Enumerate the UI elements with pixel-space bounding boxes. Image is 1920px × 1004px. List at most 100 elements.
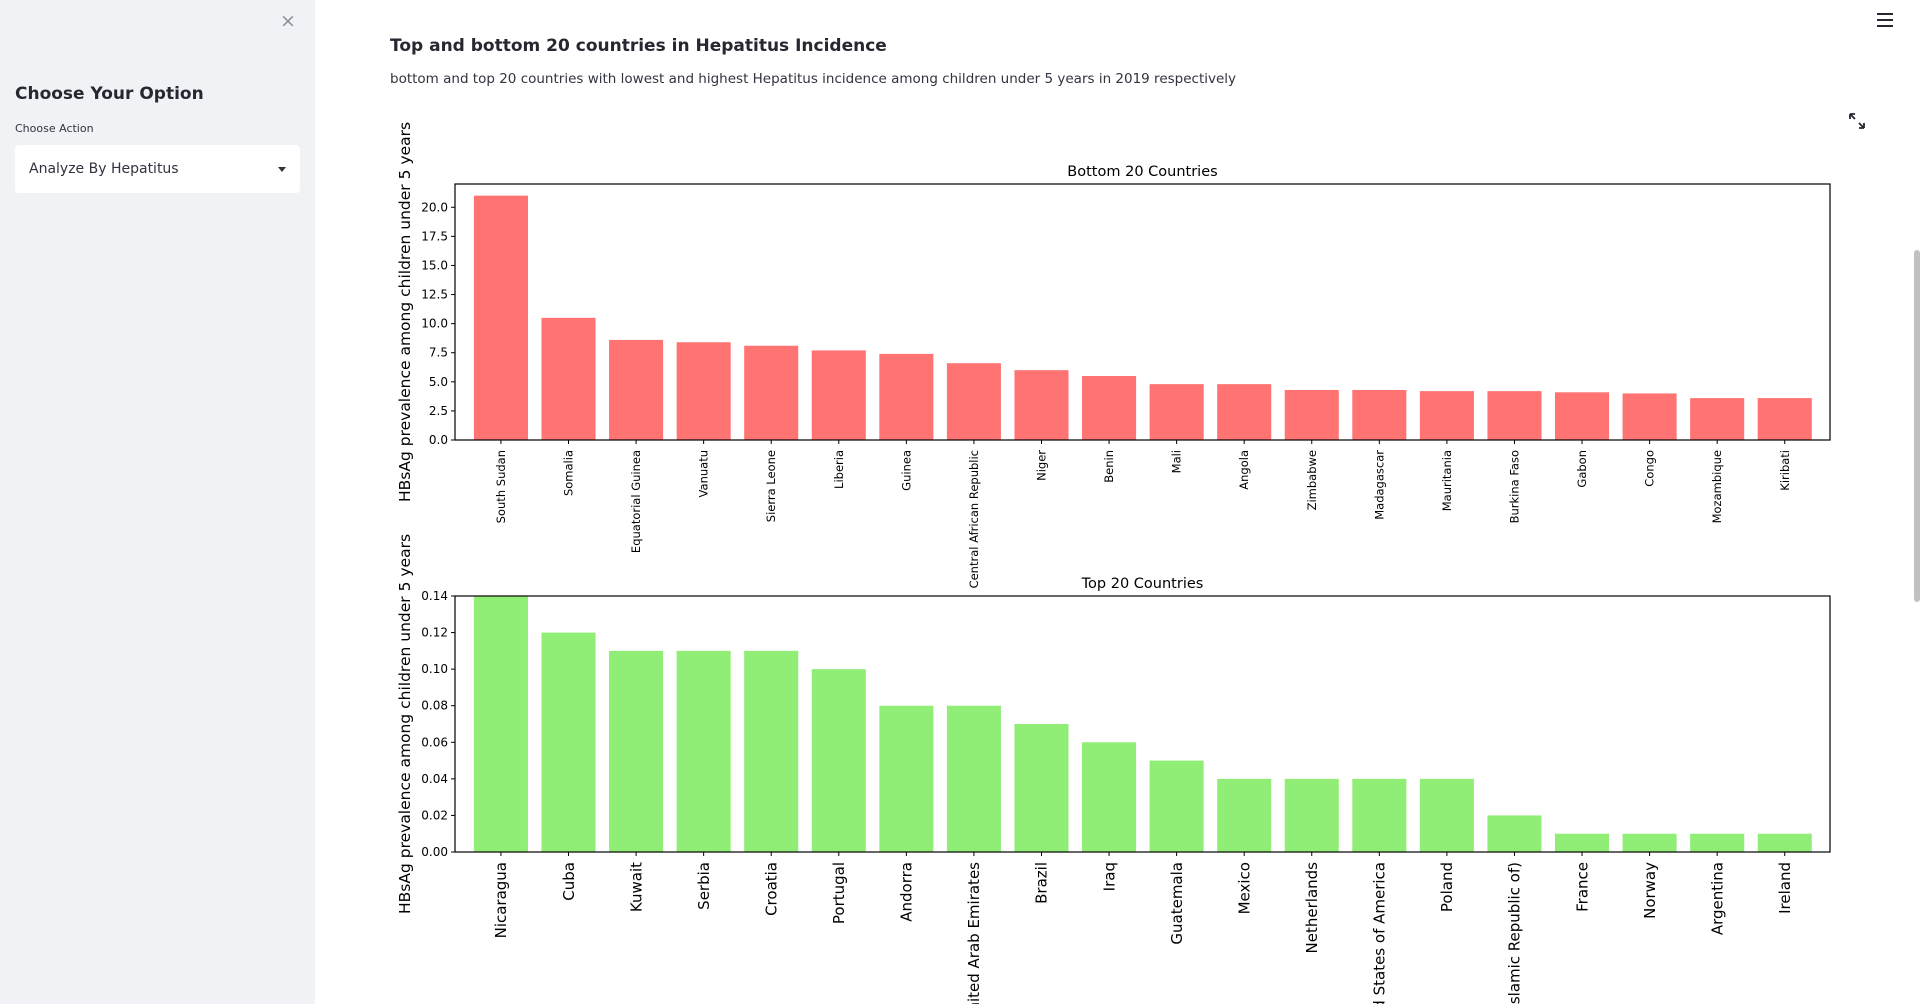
x-tick-label: Serbia [695, 862, 713, 910]
fullscreen-expand-icon[interactable] [1848, 112, 1866, 130]
bar [1690, 833, 1745, 852]
y-tick-label: 15.0 [421, 258, 448, 272]
bar [473, 596, 528, 852]
x-tick-label: South Sudan [494, 450, 508, 523]
bar [1622, 833, 1677, 852]
x-tick-label: Niger [1035, 450, 1049, 481]
x-tick-label: Burkina Faso [1507, 450, 1521, 523]
bar [1419, 778, 1474, 852]
bar [1149, 384, 1204, 440]
bar [676, 650, 731, 852]
bar [1487, 391, 1542, 440]
bar [1757, 398, 1812, 440]
page-caption: bottom and top 20 countries with lowest … [390, 71, 1237, 87]
bar [676, 342, 731, 440]
x-tick-label: Equatorial Guinea [629, 450, 643, 553]
x-tick-label: Andorra [898, 862, 916, 922]
x-tick-label: United Arab Emirates [965, 862, 983, 1004]
bar [1352, 389, 1407, 440]
x-tick-label: Kiribati [1778, 450, 1792, 491]
bar [1217, 384, 1272, 440]
x-tick-label: Cuba [560, 862, 578, 901]
x-tick-label: Guatemala [1168, 862, 1186, 945]
x-tick-label: Ireland [1776, 862, 1794, 914]
hamburger-menu-icon[interactable] [1877, 13, 1893, 27]
bottom-20-chart: Bottom 20 Countries HBsAg prevalence amon… [396, 122, 1831, 588]
y-tick-label: 7.5 [429, 346, 448, 360]
y-axis-label: HBsAg prevalence among children under 5 … [396, 122, 414, 502]
sidebar: × Choose Your Option Choose Action Analy… [0, 0, 315, 1004]
chart-title: Top 20 Countries [1081, 576, 1204, 592]
x-tick-label: Portugal [830, 862, 848, 924]
x-tick-label: Iraq [1100, 862, 1118, 891]
x-tick-label: Mali [1170, 450, 1184, 473]
x-tick-label: Gabon [1575, 450, 1589, 488]
x-tick-label: Benin [1102, 450, 1116, 483]
bar [1149, 760, 1204, 852]
x-tick-label: Mozambique [1710, 450, 1724, 523]
y-tick-label: 0.14 [421, 589, 448, 603]
action-select[interactable]: Analyze By Hepatitus [15, 145, 300, 193]
x-tick-label: Central African Republic [967, 450, 981, 588]
select-label: Choose Action [15, 122, 94, 135]
x-tick-label: United States of America [1371, 862, 1389, 1004]
chart-figure: Bottom 20 Countries HBsAg prevalence amon… [396, 122, 1831, 1004]
x-tick-label: Madagascar [1372, 450, 1386, 520]
bar [1352, 778, 1407, 852]
bar [609, 650, 664, 852]
bar [1622, 393, 1677, 440]
bar [1284, 389, 1339, 440]
top-20-chart: Top 20 Countries HBsAg prevalence among c… [396, 534, 1831, 1004]
y-tick-label: 17.5 [421, 229, 448, 243]
x-tick-label: Congo [1643, 450, 1657, 487]
close-icon[interactable]: × [280, 10, 296, 32]
bar [946, 363, 1001, 440]
chevron-down-icon [278, 166, 286, 172]
bar [541, 317, 596, 440]
y-tick-label: 0.02 [421, 808, 448, 822]
x-tick-label: Norway [1641, 862, 1659, 919]
plot-frame [454, 595, 1831, 853]
bar [1757, 833, 1812, 852]
x-tick-label: Vanuatu [697, 450, 711, 497]
bar [811, 350, 866, 440]
y-tick-label: 2.5 [429, 404, 448, 418]
bar [879, 353, 934, 440]
y-tick-label: 0.12 [421, 626, 448, 640]
bar [1014, 724, 1069, 852]
x-tick-label: Sierra Leone [764, 450, 778, 522]
bar [473, 195, 528, 440]
y-tick-label: 20.0 [421, 200, 448, 214]
scrollbar-thumb[interactable] [1914, 250, 1920, 602]
x-tick-label: Argentina [1708, 862, 1726, 935]
y-tick-label: 12.5 [421, 288, 448, 302]
bar [1555, 392, 1610, 440]
x-tick-label: Liberia [832, 450, 846, 489]
x-tick-label: Brazil [1033, 862, 1051, 904]
bar [1217, 778, 1272, 852]
y-tick-label: 0.00 [421, 845, 448, 859]
bar [1082, 376, 1137, 440]
x-tick-label: Nicaragua [492, 862, 510, 938]
bar [1690, 398, 1745, 440]
y-tick-label: 0.06 [421, 735, 448, 749]
plot-frame [454, 183, 1831, 441]
x-tick-label: Somalia [562, 450, 576, 496]
bar [1014, 370, 1069, 440]
bar [744, 345, 799, 440]
x-tick-label: Zimbabwe [1305, 450, 1319, 510]
y-tick-label: 0.10 [421, 662, 448, 676]
y-tick-label: 0.04 [421, 772, 448, 786]
bar [609, 339, 664, 440]
y-axis-label: HBsAg prevalence among children under 5 … [396, 534, 414, 914]
x-tick-label: Guinea [899, 450, 913, 491]
sidebar-heading: Choose Your Option [15, 84, 204, 104]
chart-title: Bottom 20 Countries [1067, 164, 1217, 180]
bar [541, 632, 596, 852]
page-title: Top and bottom 20 countries in Hepatitus… [390, 36, 887, 56]
y-tick-label: 5.0 [429, 375, 448, 389]
x-tick-label: Mauritania [1440, 450, 1454, 511]
x-tick-label: Poland [1438, 862, 1456, 912]
y-tick-label: 0.08 [421, 699, 448, 713]
x-tick-label: Mexico [1235, 862, 1253, 914]
